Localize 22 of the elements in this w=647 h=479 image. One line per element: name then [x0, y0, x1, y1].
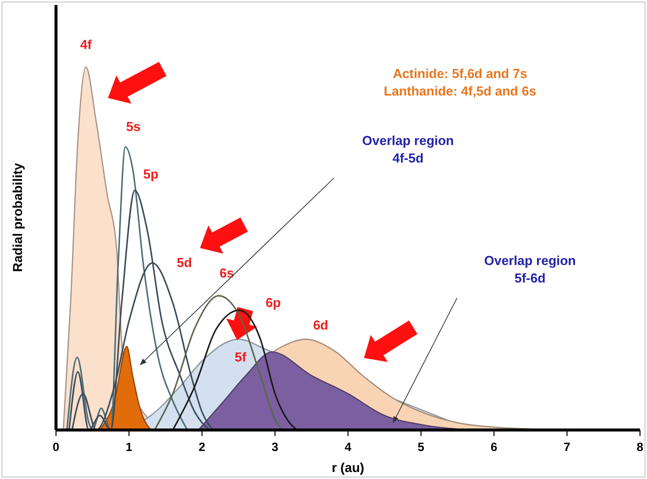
- x-tick-label: 7: [564, 440, 571, 454]
- x-tick-label: 4: [344, 440, 352, 454]
- series-label: 4f: [80, 37, 92, 52]
- x-tick-label: 3: [272, 440, 279, 454]
- series-label: 5s: [126, 118, 141, 134]
- x-tick-label: 2: [198, 440, 206, 454]
- x-tick-label: 8: [636, 440, 644, 454]
- series-label: 6s: [220, 266, 234, 281]
- x-tick-label: 5: [418, 440, 425, 454]
- x-tick-label: 6: [490, 440, 498, 454]
- y-axis-title: Radial probability: [10, 162, 25, 272]
- annotation: Actinide: 5f,6d and 7s Lanthanide: 4f,5d and 6s: [384, 66, 536, 99]
- series-label: 5p: [143, 166, 158, 182]
- series-label: 6d: [313, 317, 328, 332]
- annotation: Overlap region 5f-6d: [484, 253, 576, 286]
- annotation: Overlap region 4f-5d: [362, 133, 454, 166]
- x-axis-title: r (au): [332, 460, 364, 475]
- series-label: 6p: [266, 295, 281, 310]
- x-tick-label: 0: [52, 440, 60, 454]
- x-tick-label: 1: [126, 440, 133, 454]
- series-label: 5d: [176, 255, 192, 270]
- series-label: 5f: [234, 349, 247, 364]
